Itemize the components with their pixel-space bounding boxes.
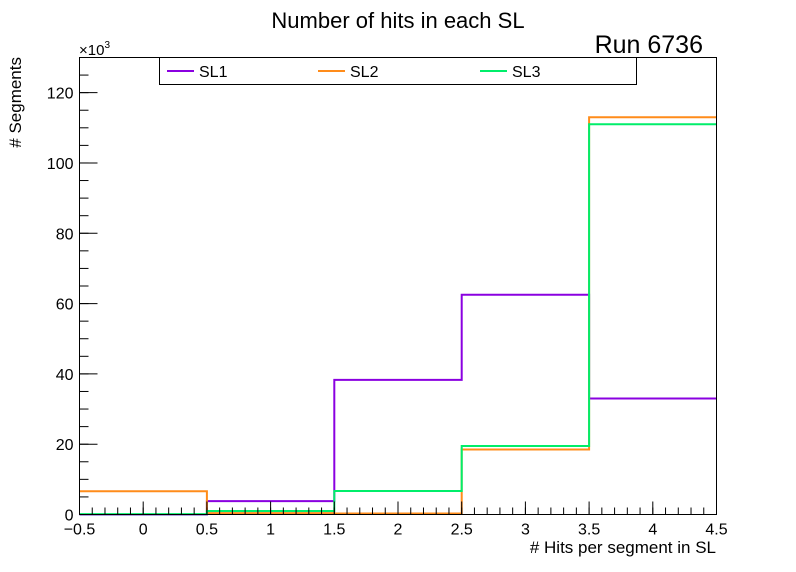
x-axis-label: # Hits per segment in SL [530, 538, 716, 557]
y-tick-label: 20 [56, 437, 74, 454]
series-layer [80, 117, 717, 514]
x-tick-label: 1 [266, 522, 275, 539]
x-tick-label: 3 [521, 522, 530, 539]
y-axis-multiplier-exponent: 3 [104, 40, 110, 51]
y-axis-multiplier: ×103 [79, 40, 110, 59]
legend-box [160, 58, 637, 85]
x-tick-label: 2 [394, 522, 403, 539]
x-tick-label: 0.5 [196, 522, 218, 539]
y-tick-label: 40 [56, 367, 74, 384]
x-tick-label: 0 [139, 522, 148, 539]
x-tick-label: 4.5 [705, 522, 727, 539]
run-annotation: Run 6736 [595, 31, 703, 59]
legend-label-sl2: SL2 [350, 64, 379, 81]
x-tick-label: 4 [648, 522, 657, 539]
x-tick-label: 3.5 [578, 522, 600, 539]
x-tick-label: 1.5 [323, 522, 345, 539]
y-tick-label: 0 [65, 508, 74, 525]
legend-label-sl1: SL1 [199, 64, 228, 81]
series-sl1-line [80, 295, 717, 515]
plot-frame [80, 58, 717, 515]
chart-title: Number of hits in each SL [271, 8, 524, 33]
legend: SL1 SL2 SL3 [160, 58, 637, 85]
y-tick-label: 60 [56, 297, 74, 314]
x-tick-label: 2.5 [451, 522, 473, 539]
y-axis-multiplier-prefix: ×10 [79, 42, 104, 59]
y-tick-label: 120 [47, 86, 74, 103]
series-sl2-line [80, 117, 717, 513]
y-tick-label: 80 [56, 226, 74, 243]
y-tick-label: 100 [47, 156, 74, 173]
y-axis-label: # Segments [6, 57, 25, 148]
series-sl3-line [80, 124, 717, 514]
histogram-chart: Number of hits in each SL Run 6736 ×103 … [0, 0, 796, 572]
legend-label-sl3: SL3 [512, 64, 541, 81]
